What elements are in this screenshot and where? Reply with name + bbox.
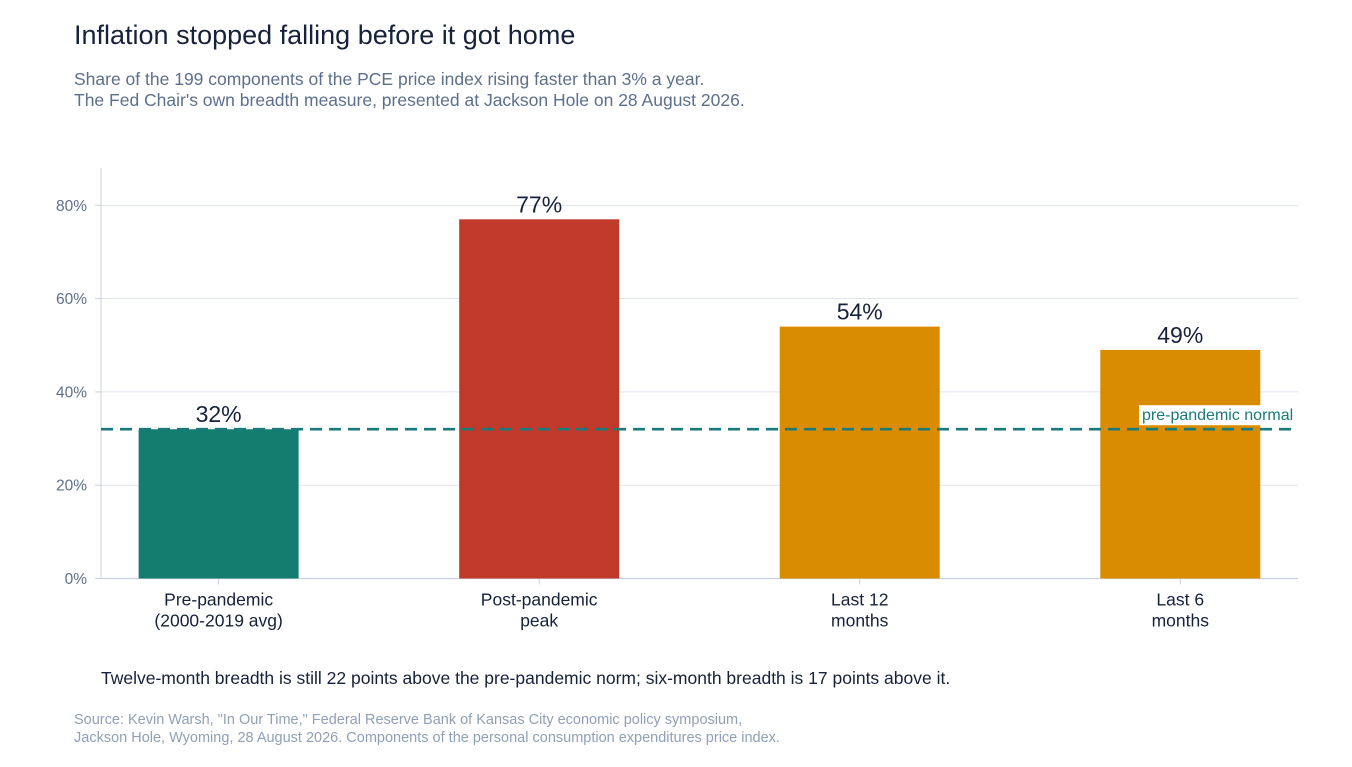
x-category-label: Last 6 (1156, 590, 1204, 610)
bar (779, 326, 940, 579)
bar (459, 219, 620, 579)
y-tick-label: 40% (56, 384, 87, 401)
bar (138, 429, 299, 579)
chart-takeaway-note: Twelve-month breadth is still 22 points … (101, 668, 951, 688)
source-note-line-2: Jackson Hole, Wyoming, 28 August 2026. C… (74, 730, 780, 746)
x-category-label: Post-pandemic (481, 590, 598, 610)
x-category-label: months (831, 611, 889, 631)
y-tick-label: 0% (65, 571, 88, 588)
x-category-label: peak (520, 611, 558, 631)
chart-subtitle-line-1: Share of the 199 components of the PCE p… (74, 69, 705, 89)
bar-value-label: 49% (1157, 322, 1203, 348)
x-category-label: Pre-pandemic (164, 590, 273, 610)
chart-title: Inflation stopped falling before it got … (74, 20, 576, 50)
y-tick-label: 80% (56, 198, 87, 215)
chart-subtitle-line-2: The Fed Chair's own breadth measure, pre… (74, 90, 745, 110)
reference-label-background (1139, 405, 1297, 426)
x-category-label: Last 12 (831, 590, 888, 610)
x-category-label: months (1152, 611, 1210, 631)
y-tick-label: 20% (56, 478, 87, 495)
reference-line-label: pre-pandemic normal (1142, 407, 1293, 424)
bar (1100, 349, 1261, 579)
y-tick-label: 60% (56, 291, 87, 308)
source-note-line-1: Source: Kevin Warsh, "In Our Time," Fede… (74, 712, 743, 728)
bar-value-label: 32% (196, 401, 242, 427)
bar-value-label: 54% (837, 299, 883, 325)
bar-value-label: 77% (516, 191, 562, 217)
x-category-label: (2000-2019 avg) (154, 611, 282, 631)
